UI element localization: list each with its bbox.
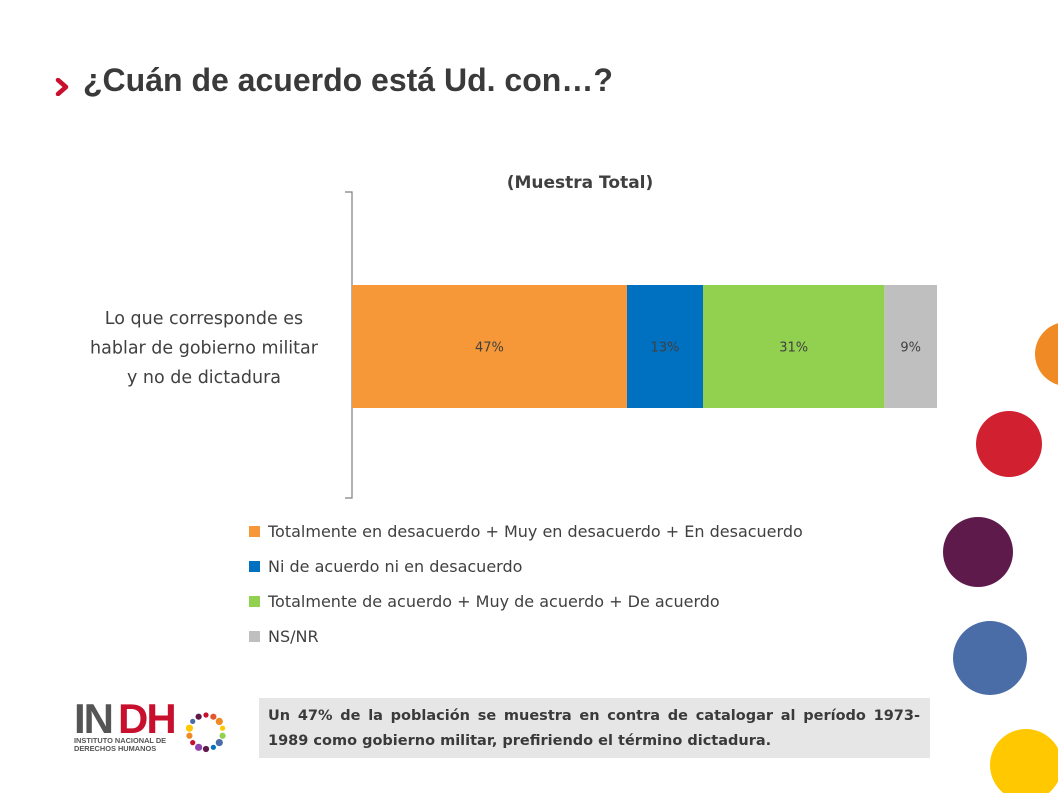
legend-label: Totalmente de acuerdo + Muy de acuerdo +… xyxy=(268,592,720,611)
svg-text:DH: DH xyxy=(118,695,175,742)
logo-dot xyxy=(186,732,193,739)
legend-swatch xyxy=(249,561,260,572)
logo-dot xyxy=(195,743,203,751)
note-text: Un 47% de la población se muestra en con… xyxy=(259,698,930,758)
logo-dot xyxy=(210,744,216,750)
purple-circle xyxy=(943,517,1013,587)
page-title: ¿Cuán de acuerdo está Ud. con…? xyxy=(83,62,613,98)
bar-segment-2 xyxy=(626,285,703,408)
legend-label: Totalmente en desacuerdo + Muy en desacu… xyxy=(268,522,803,541)
logo-dot xyxy=(190,739,196,746)
blue-circle xyxy=(953,621,1027,695)
logo-dot xyxy=(219,725,226,731)
category-label-line: y no de dictadura xyxy=(127,368,281,388)
bar-segment-1 xyxy=(352,285,627,408)
logo-dot xyxy=(185,724,194,732)
legend-label: Ni de acuerdo ni en desacuerdo xyxy=(268,557,523,576)
legend-swatch xyxy=(249,631,260,642)
chevron-right-icon xyxy=(55,78,69,96)
bar-value-label: 9% xyxy=(900,341,921,356)
legend-item: Totalmente en desacuerdo + Muy en desacu… xyxy=(249,514,803,549)
logo-dot xyxy=(202,745,210,753)
category-label-line: hablar de gobierno militar xyxy=(90,339,319,359)
legend-swatch xyxy=(249,526,260,537)
chart-legend: Totalmente en desacuerdo + Muy en desacu… xyxy=(249,514,803,654)
logo-dot xyxy=(195,713,202,720)
red-circle xyxy=(976,411,1042,477)
bar-segments: 47% 13% 31% 9% xyxy=(352,285,937,408)
legend-swatch xyxy=(249,596,260,607)
bar-segment-4 xyxy=(884,285,937,408)
svg-text:IN: IN xyxy=(74,695,112,742)
category-label-line: Lo que corresponde es xyxy=(105,309,303,329)
logo-dot xyxy=(203,712,209,718)
logo-dot xyxy=(215,717,223,726)
bar-value-label: 31% xyxy=(779,341,808,356)
category-label-text: Lo que corresponde es hablar de gobierno … xyxy=(90,309,319,388)
chart-title: (Muestra Total) xyxy=(507,173,654,193)
legend-item: Ni de acuerdo ni en desacuerdo xyxy=(249,549,803,584)
yellow-circle xyxy=(990,729,1058,793)
logo-dot xyxy=(215,738,223,747)
indh-logo: IN DH INSTITUTO NACIONAL DE DERECHOS HUM… xyxy=(74,695,226,753)
category-label: Lo que corresponde es hablar de gobierno … xyxy=(90,309,319,388)
logo-dot xyxy=(210,713,217,720)
svg-text:DERECHOS HUMANOS: DERECHOS HUMANOS xyxy=(74,744,156,753)
bar-segment-3 xyxy=(703,285,885,408)
legend-item: Totalmente de acuerdo + Muy de acuerdo +… xyxy=(249,584,803,619)
bar-value-label: 13% xyxy=(651,341,680,356)
legend-item: NS/NR xyxy=(249,619,803,654)
orange-circle xyxy=(1035,323,1058,385)
svg-text:INSTITUTO NACIONAL DE: INSTITUTO NACIONAL DE xyxy=(74,736,166,745)
legend-label: NS/NR xyxy=(268,627,319,646)
logo-dot xyxy=(190,718,196,725)
bar-value-label: 47% xyxy=(475,341,504,356)
logo-dot xyxy=(219,732,226,739)
